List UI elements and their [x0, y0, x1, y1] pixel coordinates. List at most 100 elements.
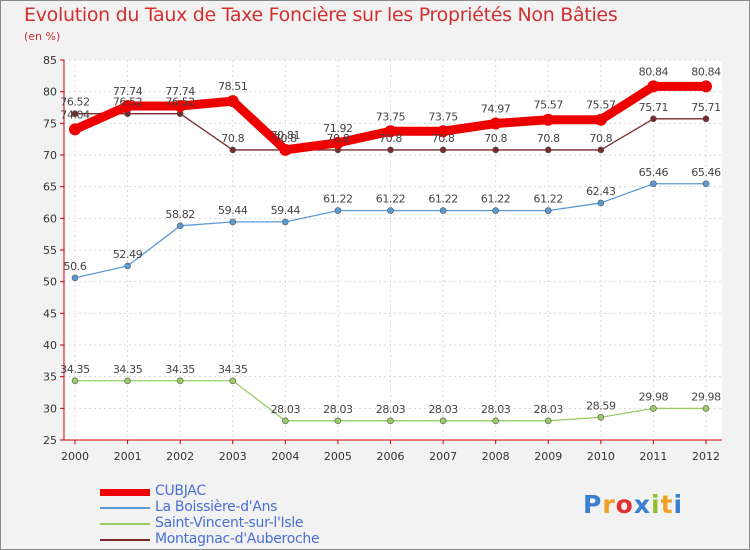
data-point-2 [334, 417, 342, 425]
x-tick-label: 2010 [587, 450, 615, 463]
data-label-3: 70.8 [589, 132, 612, 145]
data-label-1: 61.22 [376, 193, 406, 206]
data-point-0 [226, 95, 239, 108]
logo-letter: r [602, 490, 616, 519]
x-tick-label: 2006 [377, 450, 405, 463]
y-tick-label: 60 [43, 212, 57, 225]
legend-label: La Boissière-d'Ans [155, 499, 278, 515]
data-point-2 [71, 377, 79, 385]
data-point-0 [437, 125, 450, 138]
x-tick-label: 2009 [534, 450, 562, 463]
y-tick-label: 25 [43, 434, 57, 447]
legend-swatch [100, 488, 150, 496]
data-label-0: 78.51 [218, 80, 248, 93]
legend-item: CUBJAC [100, 483, 400, 500]
data-point-1 [439, 207, 447, 214]
data-point-1 [650, 180, 657, 188]
data-label-1: 61.22 [428, 193, 458, 206]
x-tick-label: 2012 [692, 450, 720, 463]
data-point-0 [700, 80, 712, 93]
legend-label: Saint-Vincent-sur-l'Isle [155, 515, 304, 531]
x-tick-label: 2004 [271, 450, 299, 463]
data-label-1: 59.44 [218, 204, 248, 217]
data-label-3: 70.8 [379, 132, 402, 145]
data-label-2: 34.35 [60, 363, 90, 376]
x-tick-label: 2005 [324, 450, 352, 463]
data-point-1 [334, 207, 342, 214]
data-point-0 [121, 99, 134, 112]
y-tick-label: 45 [43, 307, 57, 320]
data-label-2: 28.03 [534, 403, 564, 416]
data-label-3: 70.8 [484, 132, 507, 145]
data-labels: 34.35 34.35 34.35 34.35 28.03 28.03 28.03 28.03… [60, 65, 721, 415]
legend-label: CUBJAC [155, 483, 206, 499]
chart-title: Evolution du Taux de Taxe Foncière sur l… [24, 4, 618, 26]
data-label-2: 28.03 [428, 403, 458, 416]
data-label-3: 75.71 [691, 101, 721, 114]
plot-area [64, 60, 722, 440]
data-label-3: 76.52 [60, 96, 90, 109]
data-label-1: 65.46 [639, 166, 669, 179]
logo-letter: i [673, 490, 684, 519]
data-label-3: 70.8 [274, 132, 297, 145]
data-point-3 [544, 146, 552, 154]
data-label-0: 77.74 [113, 85, 143, 98]
logo-letter: o [615, 490, 634, 519]
data-point-3 [492, 146, 499, 154]
data-point-2 [650, 405, 657, 412]
data-point-0 [384, 125, 397, 138]
data-label-0: 77.74 [165, 85, 195, 98]
data-point-1 [387, 207, 394, 214]
data-point-2 [702, 405, 710, 412]
axes: 25 30 35 40 45 50 55 60 65 70 75 80 85 2000 2001 2002 20… [43, 54, 722, 463]
y-axis-unit-label: (en %) [24, 30, 61, 43]
data-label-3: 75.71 [639, 101, 669, 114]
data-label-0: 80.84 [639, 65, 669, 78]
data-point-2 [544, 417, 552, 425]
y-tick-label: 65 [43, 181, 57, 194]
data-label-1: 61.22 [323, 193, 353, 206]
y-tick-label: 80 [43, 86, 57, 99]
data-label-2: 28.03 [323, 403, 353, 416]
data-label-0: 70.81 [271, 129, 301, 142]
data-label-0: 75.57 [586, 99, 616, 112]
data-point-2 [439, 417, 447, 425]
y-tick-label: 55 [43, 244, 57, 257]
logo-letter: t [660, 490, 674, 519]
data-label-3: 70.8 [432, 132, 455, 145]
data-label-2: 28.03 [481, 403, 511, 416]
y-tick-label: 40 [43, 339, 57, 352]
data-label-2: 34.35 [218, 363, 248, 376]
data-point-1 [597, 199, 605, 207]
data-label-0: 80.84 [691, 65, 721, 78]
legend: CUBJAC La Boissière-d'Ans Saint-Vincent-su… [100, 483, 400, 548]
data-point-1 [124, 262, 131, 270]
data-point-1 [71, 274, 79, 282]
x-tick-label: 2002 [166, 450, 194, 463]
data-point-0 [174, 99, 187, 112]
legend-label: Montagnac-d'Auberoche [155, 531, 320, 547]
y-tick-label: 30 [43, 402, 57, 415]
data-label-3: 76.52 [113, 96, 143, 109]
legend-swatch [100, 523, 150, 525]
data-point-3 [439, 146, 447, 154]
data-point-1 [544, 207, 552, 214]
data-point-3 [229, 146, 237, 154]
data-label-3: 76.52 [165, 96, 195, 109]
data-point-0 [594, 113, 607, 126]
data-point-3 [387, 146, 394, 154]
logo-letter: P [583, 490, 603, 519]
x-tick-label: 2008 [482, 450, 510, 463]
data-label-1: 52.49 [113, 248, 143, 261]
data-label-1: 62.43 [586, 185, 616, 198]
data-label-0: 71.92 [323, 122, 353, 135]
x-tick-label: 2000 [61, 450, 89, 463]
data-point-0 [542, 113, 555, 126]
data-point-3 [650, 115, 657, 123]
data-label-2: 29.98 [639, 390, 669, 403]
legend-swatch [100, 507, 150, 509]
data-point-1 [492, 207, 499, 214]
legend-item: Montagnac-d'Auberoche [100, 531, 400, 548]
legend-item: Saint-Vincent-sur-l'Isle [100, 515, 400, 532]
data-label-1: 50.6 [64, 260, 87, 273]
